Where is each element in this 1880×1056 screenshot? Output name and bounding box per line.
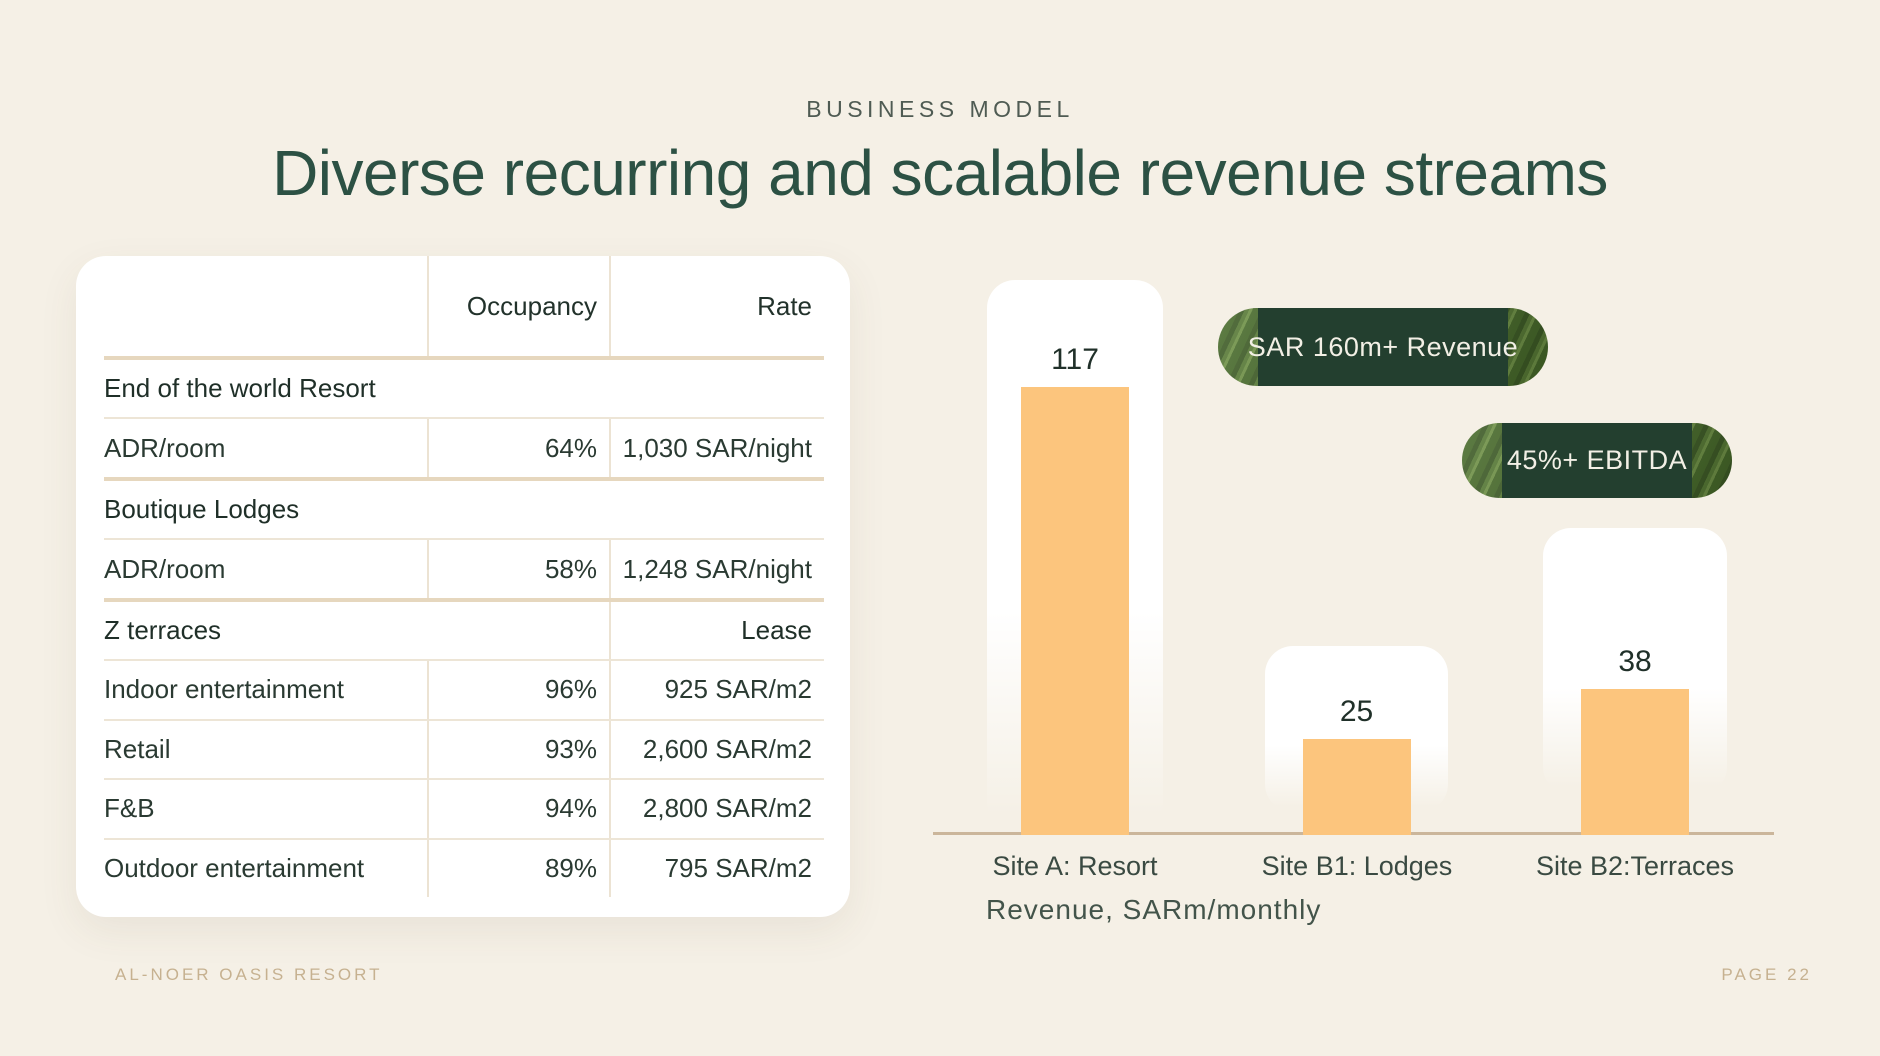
row-label: F&B [104, 793, 155, 824]
table-row: ADR/room 58% 1,248 SAR/night [104, 540, 824, 602]
row-occupancy: 94% [427, 780, 609, 838]
column-header-occupancy: Occupancy [427, 256, 609, 356]
bar-value-label: 38 [1618, 645, 1652, 678]
page-number: PAGE 22 [1721, 965, 1812, 984]
pricing-table-card: Occupancy Rate End of the world Resort A… [76, 256, 850, 917]
row-rate: 2,800 SAR/m2 [609, 780, 824, 838]
row-label: Boutique Lodges [104, 494, 300, 525]
row-rate: 795 SAR/m2 [609, 839, 824, 897]
bar-site-a [1021, 387, 1129, 835]
row-occupancy: 89% [427, 839, 609, 897]
table-row: Outdoor entertainment 89% 795 SAR/m2 [104, 839, 824, 897]
bar-group-site-b2: 38 [1543, 645, 1727, 835]
revenue-badge-core: SAR 160m+ Revenue [1248, 308, 1518, 386]
row-rate: Lease [609, 601, 824, 660]
row-rate: 2,600 SAR/m2 [609, 720, 824, 779]
row-rate: 1,248 SAR/night [609, 540, 824, 598]
eyebrow: BUSINESS MODEL [806, 96, 1074, 122]
row-rate [609, 481, 824, 538]
row-rate [609, 360, 824, 417]
footer-brand: AL-NOER OASIS RESORT [115, 965, 383, 984]
row-occupancy [427, 481, 609, 538]
row-occupancy [427, 360, 609, 417]
row-label: ADR/room [104, 432, 226, 463]
revenue-badge-label: SAR 160m+ Revenue [1247, 331, 1519, 362]
row-rate: 1,030 SAR/night [609, 419, 824, 477]
table-row: Indoor entertainment 96% 925 SAR/m2 [104, 661, 824, 721]
row-rate: 925 SAR/m2 [609, 661, 824, 719]
row-occupancy: 64% [427, 419, 609, 477]
ebitda-badge-label: 45%+ EBITDA [1506, 445, 1688, 475]
page-title: Diverse recurring and scalable revenue s… [272, 137, 1608, 209]
bar-site-b2 [1581, 689, 1689, 835]
chart-caption: Revenue, SARm/monthly [986, 894, 1322, 925]
x-axis-label-site-b1: Site B1: Lodges [1261, 851, 1453, 881]
row-label: Z terraces [104, 614, 222, 645]
row-label: Indoor entertainment [104, 674, 344, 705]
row-occupancy: 96% [427, 661, 609, 719]
ebitda-badge-core: 45%+ EBITDA [1502, 423, 1692, 498]
ebitda-badge: 45%+ EBITDA [1462, 423, 1732, 498]
bar-value-label: 25 [1339, 695, 1374, 728]
bar-group-site-a: 117 [987, 343, 1163, 835]
row-occupancy [427, 602, 609, 659]
row-label: Retail [104, 733, 171, 764]
row-label: Outdoor entertainment [104, 852, 365, 883]
revenue-badge: SAR 160m+ Revenue [1218, 308, 1548, 386]
row-occupancy: 58% [427, 540, 609, 598]
bar-site-b1 [1302, 739, 1411, 835]
bar-group-site-b1: 25 [1265, 695, 1448, 835]
table-row: Retail 93% 2,600 SAR/m2 [104, 720, 824, 781]
table-row: F&B 94% 2,800 SAR/m2 [104, 780, 824, 840]
row-label: ADR/room [104, 553, 226, 584]
row-occupancy: 93% [427, 720, 609, 779]
column-header-rate: Rate [609, 256, 824, 356]
table-row: Z terraces Lease [104, 601, 824, 662]
table-row: ADR/room 64% 1,030 SAR/night [104, 419, 824, 481]
table-row: Boutique Lodges [104, 481, 824, 541]
table-header-row: Occupancy Rate [104, 256, 824, 360]
row-label: End of the world Resort [104, 373, 376, 404]
x-axis-label-site-a: Site A: Resort [992, 851, 1158, 881]
table-row: End of the world Resort [104, 360, 824, 420]
bar-value-label: 117 [1051, 343, 1099, 376]
column-header-blank [104, 256, 427, 356]
x-axis-label-site-b2: Site B2:Terraces [1535, 851, 1735, 881]
